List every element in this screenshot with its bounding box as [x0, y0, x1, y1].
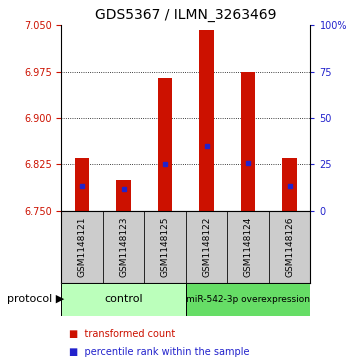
Bar	[241, 72, 256, 211]
Text: protocol ▶: protocol ▶	[7, 294, 65, 305]
Text: miR-542-3p overexpression: miR-542-3p overexpression	[186, 295, 310, 304]
Bar	[75, 158, 90, 211]
Bar	[144, 211, 186, 283]
Bar	[116, 180, 131, 211]
Text: GSM1148122: GSM1148122	[202, 217, 211, 277]
Bar	[227, 211, 269, 283]
Bar	[61, 211, 103, 283]
Bar	[186, 283, 310, 316]
Text: ■  transformed count: ■ transformed count	[69, 329, 175, 339]
Text: control: control	[104, 294, 143, 305]
Bar	[158, 78, 173, 211]
Title: GDS5367 / ILMN_3263469: GDS5367 / ILMN_3263469	[95, 8, 277, 22]
Text: ■  percentile rank within the sample: ■ percentile rank within the sample	[69, 347, 249, 357]
Text: GSM1148125: GSM1148125	[161, 217, 170, 277]
Text: GSM1148126: GSM1148126	[285, 217, 294, 277]
Bar	[282, 158, 297, 211]
Bar	[269, 211, 310, 283]
Text: GSM1148124: GSM1148124	[244, 217, 253, 277]
Bar	[199, 30, 214, 211]
Text: GSM1148123: GSM1148123	[119, 217, 128, 277]
Bar	[186, 211, 227, 283]
Text: GSM1148121: GSM1148121	[78, 217, 87, 277]
Bar	[61, 283, 186, 316]
Bar	[103, 211, 144, 283]
